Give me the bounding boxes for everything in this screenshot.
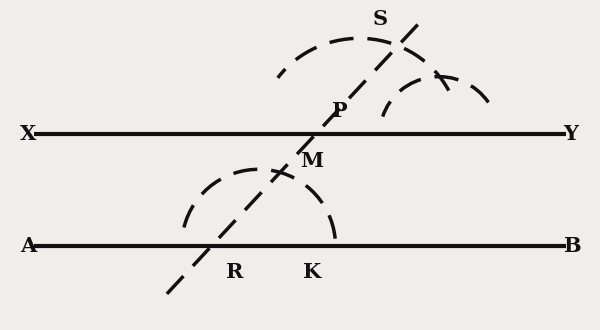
Text: X: X: [20, 124, 37, 144]
Text: A: A: [20, 236, 37, 256]
Text: M: M: [300, 151, 323, 171]
Text: S: S: [373, 9, 388, 29]
Text: P: P: [332, 101, 347, 121]
Text: K: K: [303, 262, 321, 282]
Text: R: R: [226, 262, 244, 282]
Text: B: B: [563, 236, 581, 256]
Text: Y: Y: [563, 124, 578, 144]
